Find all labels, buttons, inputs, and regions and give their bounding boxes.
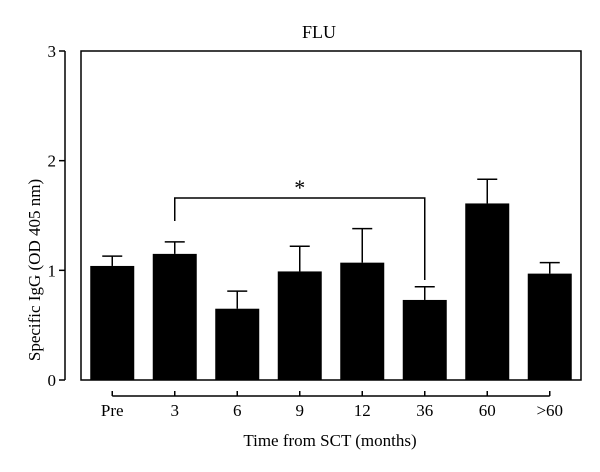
bars-layer [90,178,572,380]
x-tick-label: 60 [479,401,496,420]
y-axis-label: Specific IgG (OD 405 nm) [25,179,44,361]
significance-line [174,197,426,280]
x-tick-label: 3 [171,401,180,420]
y-axis: 0 1 2 3 [48,42,66,390]
x-tick-label: Pre [101,401,124,420]
x-axis-label: Time from SCT (months) [243,431,416,450]
y-tick-label: 1 [48,261,57,280]
chart-title: FLU [302,22,336,42]
bar [402,299,447,380]
bar [215,308,260,380]
bar [527,273,572,380]
significance-bracket: * [174,175,426,280]
plot-frame [80,50,582,381]
y-tick-label: 0 [48,371,57,390]
y-tick-label: 3 [48,42,57,61]
bar [90,265,135,380]
bar [277,271,322,380]
y-tick-label: 2 [48,152,57,171]
bar [465,203,510,380]
x-axis: Pre 3 6 9 12 36 60 >60 [101,391,563,420]
significance-star: * [294,175,305,200]
bar [152,253,197,380]
x-tick-label: 6 [233,401,242,420]
x-tick-label: 36 [416,401,433,420]
x-tick-label: >60 [536,401,563,420]
bar [340,262,385,380]
x-tick-label: 12 [354,401,371,420]
x-tick-label: 9 [296,401,305,420]
